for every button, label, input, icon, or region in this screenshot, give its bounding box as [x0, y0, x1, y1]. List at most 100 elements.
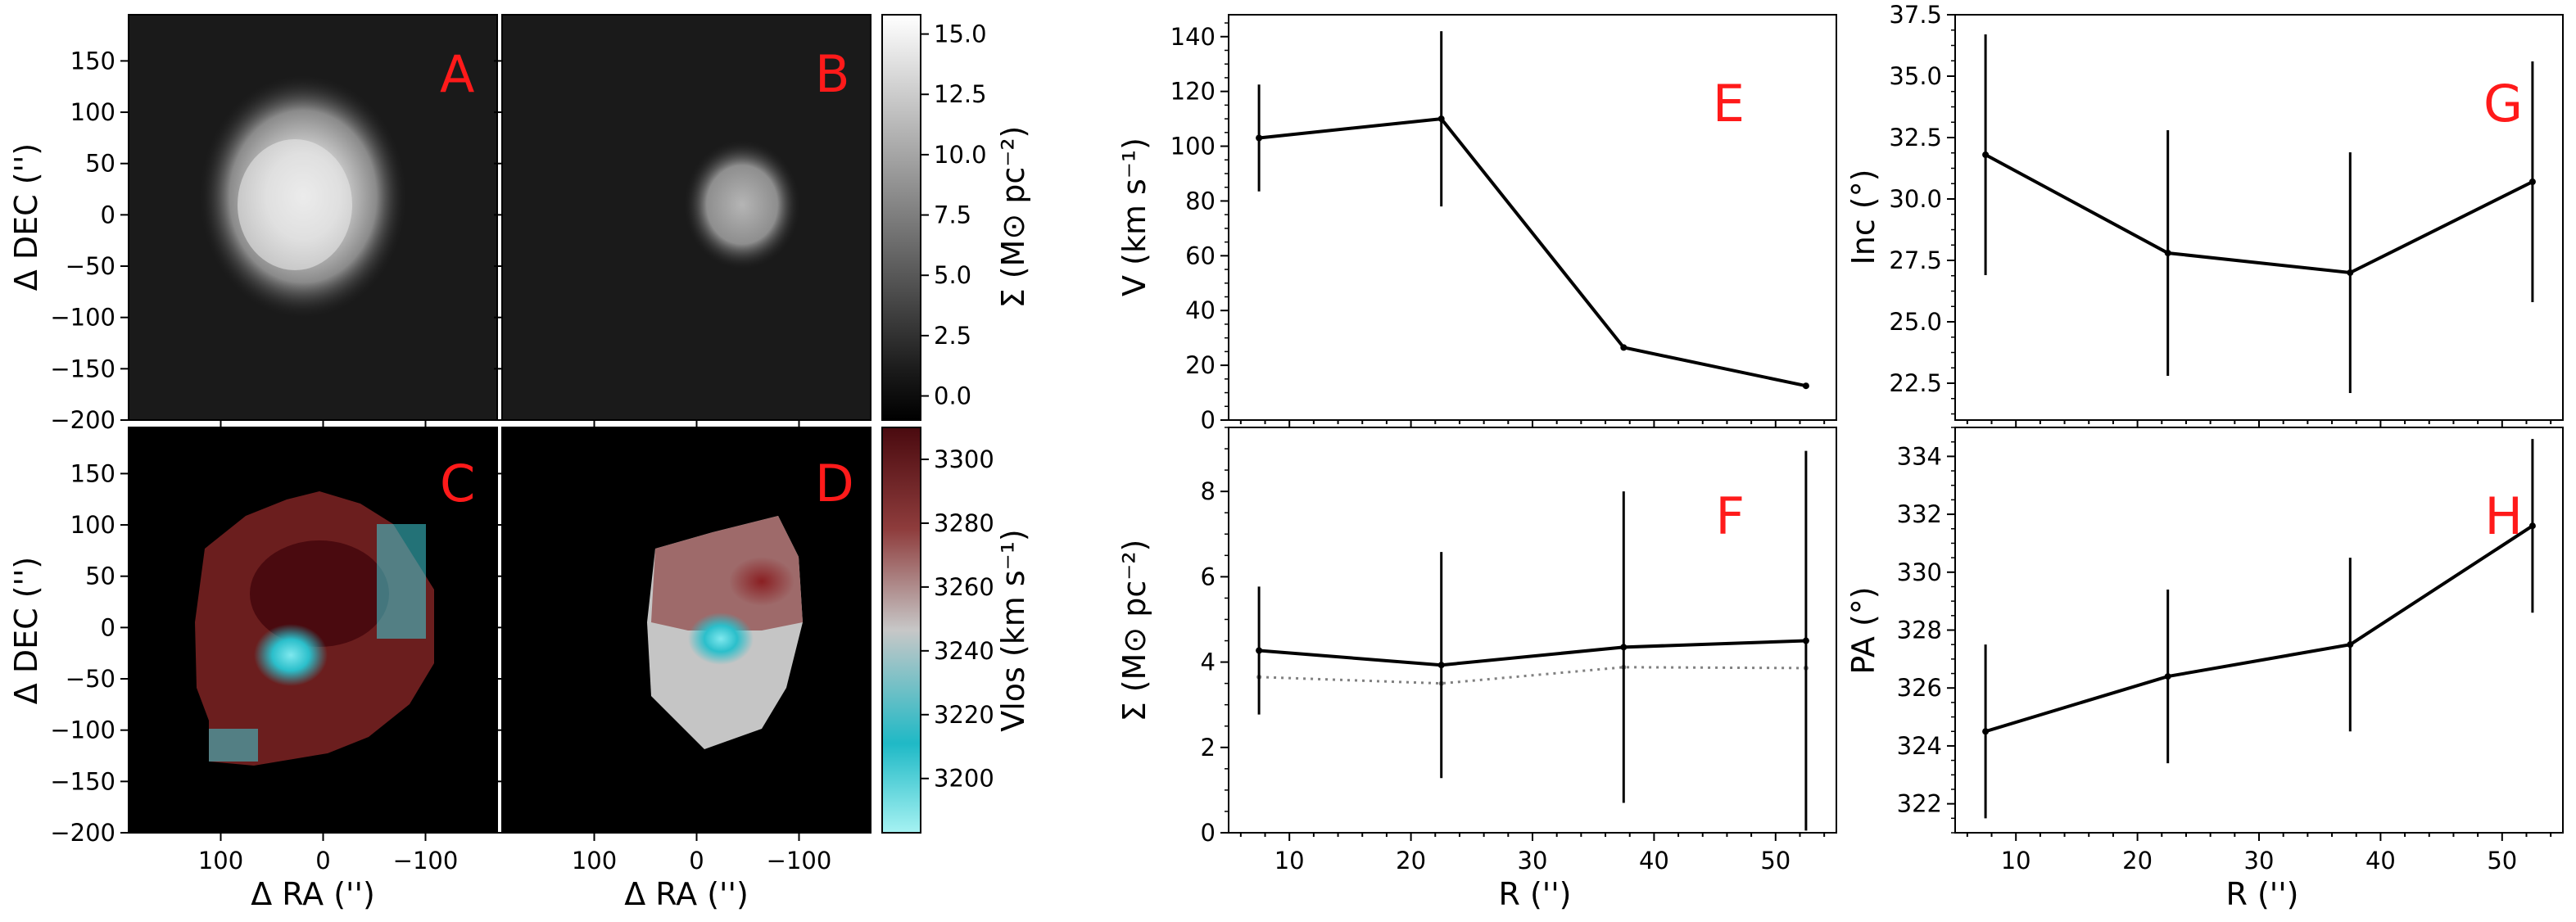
colorbar-sigma: Σ (M⊙ pc⁻²)	[881, 14, 1031, 421]
map-xtick-label: 100	[198, 847, 243, 875]
ytick-label: 6	[1201, 563, 1216, 590]
cbar-vlos-tick-label: 3220	[934, 701, 994, 729]
data-point	[2528, 522, 2536, 530]
colorbar-ticks: 15.0 12.5 10.0 7.5 5.0 2.5 0.0 3300 3280 3260 3240…	[921, 20, 994, 793]
cbar-sigma-tick-label: 15.0	[934, 20, 987, 48]
data-point	[1256, 134, 1263, 142]
ytick-label: 2	[1201, 734, 1216, 762]
data-point	[2164, 250, 2171, 256]
data-point	[2347, 269, 2354, 276]
map-ytick-label: −200	[50, 406, 115, 434]
map-ytick-label: 0	[101, 613, 115, 641]
ytick-label: 8	[1201, 477, 1216, 505]
colorbar-vlos-label: Vlos (km s⁻¹)	[995, 529, 1031, 732]
ytick-label: 60	[1185, 242, 1216, 269]
map-ytick-label: 100	[70, 511, 115, 539]
cbar-sigma-tick-label: 10.0	[934, 141, 987, 169]
map-panel-c: C	[129, 427, 497, 833]
xtick-label: 40	[2365, 847, 2396, 875]
data-point	[1620, 644, 1628, 651]
ytick-label: 80	[1185, 187, 1216, 215]
series-line-dotted	[1259, 666, 1806, 685]
cbar-sigma-tick-label: 2.5	[934, 322, 971, 350]
xtick-label: 40	[1639, 847, 1669, 875]
ylabel-f: Σ (M⊙ pc⁻²)	[1116, 540, 1152, 722]
ytick-label: 326	[1897, 674, 1942, 702]
ytick-label: 25.0	[1889, 308, 1942, 336]
xlabel-h: R ('')	[2225, 876, 2298, 912]
data-point	[1620, 344, 1628, 351]
xtick-label: 50	[1760, 847, 1791, 875]
cbar-sigma-tick-label: 12.5	[934, 80, 987, 108]
cbar-vlos-tick-label: 3200	[934, 765, 994, 793]
data-point	[1802, 382, 1809, 390]
map-frame	[501, 14, 871, 421]
ytick-label: 0	[1201, 406, 1216, 434]
ytick-label: 27.5	[1889, 246, 1942, 274]
map-ytick-label: 100	[70, 98, 115, 126]
map-ylabel-top: Δ DEC ('')	[8, 143, 44, 292]
data-point	[2528, 179, 2536, 185]
cbar-sigma-tick-label: 7.5	[934, 201, 971, 229]
ytick-label: 40	[1185, 296, 1216, 324]
xtick-label: 30	[2244, 847, 2275, 875]
data-point	[1256, 647, 1263, 654]
panel-letter-c: C	[440, 454, 475, 513]
panel-letter-a: A	[440, 44, 474, 104]
xtick-label: 20	[1396, 847, 1426, 875]
map-ytick-label: 50	[85, 150, 115, 178]
plot-frame	[1954, 427, 2564, 834]
map-xtick-label: −100	[767, 847, 832, 875]
data-point	[1982, 151, 1990, 158]
panel-h: 10 20 30 40 50 322 324 326 328 330 332 334 H	[1897, 427, 2564, 875]
panel-f: 10 20 30 40 50 0 2 4 6 8 F	[1201, 427, 1837, 875]
cbar-sigma-tick-label: 0.0	[934, 382, 971, 410]
ytick-label: 22.5	[1889, 369, 1942, 397]
map-ytick-label: −200	[50, 819, 115, 847]
map-ytick-label: −100	[50, 716, 115, 744]
series-line	[1985, 524, 2533, 734]
data-point	[1437, 115, 1445, 123]
ytick-label: 324	[1897, 732, 1942, 760]
ytick-label: 35.0	[1889, 62, 1942, 90]
map-panel-a: A	[129, 15, 497, 420]
panel-letter-d: D	[815, 454, 854, 513]
map-ytick-label: 150	[70, 47, 115, 75]
data-point	[1982, 728, 1990, 735]
panel-e: 0 20 40 60 80 100 120 140 E	[1170, 14, 1837, 434]
colorbar-vlos: Vlos (km s⁻¹)	[881, 427, 1031, 834]
map-frame	[501, 427, 871, 834]
ytick-label: 120	[1170, 78, 1216, 106]
map-panel-b: B	[502, 15, 871, 420]
map-panel-d: D	[502, 427, 871, 833]
cbar-vlos-tick-label: 3240	[934, 637, 994, 665]
ylabel-g: Inc (°)	[1845, 169, 1881, 265]
panel-letter-f: F	[1715, 486, 1745, 546]
map-frame	[128, 427, 498, 834]
plot-frame	[1228, 14, 1837, 421]
map-ytick-label: −150	[50, 767, 115, 795]
xtick-label: 10	[2001, 847, 2031, 875]
cbar-vlos-tick-label: 3300	[934, 445, 994, 473]
ytick-label: 332	[1897, 500, 1942, 528]
ytick-label: 322	[1897, 790, 1942, 818]
map-xtick-label: −100	[393, 847, 459, 875]
panel-letter-b: B	[815, 44, 850, 104]
map-frame	[128, 14, 498, 421]
cbar-vlos-tick-label: 3260	[934, 573, 994, 601]
ytick-label: 20	[1185, 351, 1216, 379]
map-xtick-label: 0	[315, 847, 330, 875]
series-line	[1258, 639, 1806, 667]
ytick-label: 30.0	[1889, 185, 1942, 213]
xtick-label: 50	[2487, 847, 2517, 875]
ytick-label: 334	[1897, 442, 1942, 470]
cbar-vlos-tick-label: 3280	[934, 509, 994, 537]
ytick-label: 4	[1201, 649, 1216, 676]
map-xtick-label: 0	[689, 847, 704, 875]
ylabel-h: PA (°)	[1845, 586, 1881, 674]
ytick-label: 330	[1897, 558, 1942, 586]
ytick-label: 32.5	[1889, 124, 1942, 151]
panel-letter-g: G	[2483, 74, 2523, 133]
